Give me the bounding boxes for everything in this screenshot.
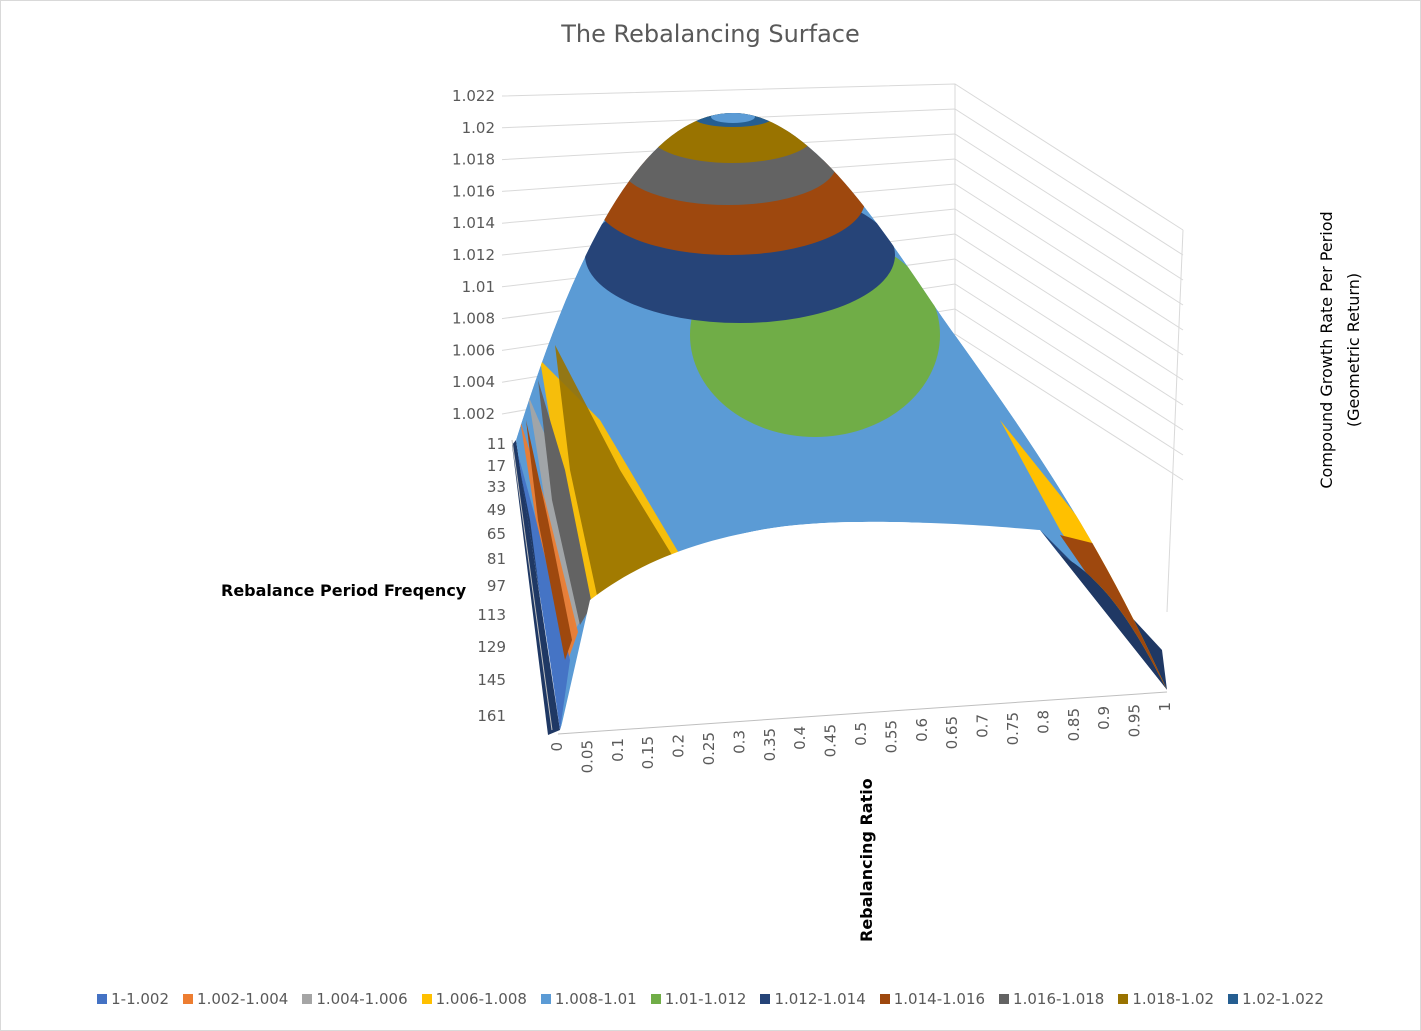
legend-item: 1.018-1.02 — [1118, 990, 1214, 1008]
surface-chart: 1.002 1.004 1.006 1.008 1.01 1.012 1.014 1.016 1… — [221, 83, 1363, 942]
legend-label: 1-1.002 — [111, 990, 170, 1008]
z-tick-label: 1.008 — [452, 310, 495, 328]
x-tick-label: 0.85 — [1065, 708, 1083, 741]
legend: 1-1.002 1.002-1.004 1.004-1.006 1.006-1.008… — [0, 990, 1421, 1008]
legend-item: 1-1.002 — [97, 990, 169, 1008]
legend-swatch — [999, 994, 1010, 1004]
legend-label: 1.01-1.012 — [664, 990, 747, 1008]
y-tick-label: 17 — [487, 457, 506, 475]
legend-item: 1.006-1.008 — [421, 990, 527, 1008]
y-tick-label: 11 — [487, 435, 506, 453]
legend-swatch — [97, 994, 108, 1004]
y-tick-label: 81 — [487, 550, 506, 568]
legend-item: 1.002-1.004 — [183, 990, 288, 1008]
legend-label: 1.008-1.01 — [554, 990, 637, 1008]
legend-label: 1.014-1.016 — [893, 990, 986, 1008]
x-tick-label: 0.6 — [913, 718, 931, 742]
legend-swatch — [302, 994, 313, 1004]
legend-item: 1.004-1.006 — [302, 990, 408, 1008]
legend-label: 1.002-1.004 — [197, 990, 289, 1008]
y-tick-label: 129 — [477, 638, 506, 656]
surface-band-left-rust — [526, 420, 572, 660]
y-tick-label: 113 — [477, 606, 506, 624]
x-axis-ticks: 0 0.05 0.1 0.15 0.2 0.25 0.3 0.35 0.4 0.45 0.5 0.55… — [548, 691, 1174, 773]
y-tick-label: 145 — [477, 671, 506, 689]
legend-item: 1.014-1.016 — [879, 990, 986, 1008]
x-tick-label: 0.4 — [791, 726, 809, 750]
legend-label: 1.02-1.022 — [1242, 990, 1324, 1008]
x-tick-label: 0.95 — [1126, 704, 1144, 737]
legend-item: 1.02-1.022 — [1228, 990, 1324, 1008]
x-tick-label: 0.65 — [943, 716, 961, 749]
legend-swatch — [540, 994, 551, 1004]
z-tick-label: 1.004 — [452, 373, 495, 391]
x-tick-label: 0.3 — [730, 730, 748, 754]
x-tick-label: 1 — [1156, 702, 1174, 712]
surface-peak-highlight — [711, 112, 755, 123]
z-axis-title: Compound Growth Rate Per Period (Geometr… — [1317, 211, 1363, 488]
surface-band-left-grey — [538, 380, 592, 625]
x-tick-label: 0.2 — [670, 734, 688, 758]
y-tick-label: 161 — [477, 707, 506, 725]
legend-item: 1.016-1.018 — [999, 990, 1104, 1008]
legend-swatch — [1228, 994, 1239, 1004]
y-tick-label: 97 — [487, 577, 506, 595]
x-tick-label: 0.15 — [639, 736, 657, 769]
legend-label: 1.006-1.008 — [435, 990, 527, 1008]
legend-item: 1.01-1.012 — [650, 990, 747, 1008]
z-axis-title-line-1: Compound Growth Rate Per Period — [1317, 211, 1336, 488]
x-tick-label: 0.5 — [852, 722, 870, 746]
legend-swatch — [650, 994, 661, 1004]
x-tick-label: 0.7 — [974, 714, 992, 738]
x-tick-label: 0.55 — [882, 720, 900, 753]
x-tick-label: 0.8 — [1034, 710, 1052, 734]
y-axis-ticks: 11 17 33 49 65 81 97 113 129 145 161 — [477, 435, 553, 731]
x-axis-title: Rebalancing Ratio — [857, 778, 876, 942]
x-tick-label: 0.05 — [578, 740, 596, 773]
y-axis-line — [511, 439, 553, 731]
x-tick-label: 0.1 — [609, 738, 627, 762]
legend-label: 1.004-1.006 — [316, 990, 408, 1008]
x-tick-label: 0.9 — [1095, 706, 1113, 730]
surface-band-left-gold — [555, 345, 672, 600]
legend-item: 1.008-1.01 — [540, 990, 637, 1008]
chart-title: The Rebalancing Surface — [561, 20, 860, 48]
y-tick-label: 65 — [487, 525, 506, 543]
z-tick-label: 1.016 — [452, 182, 495, 200]
y-axis-title: Rebalance Period Freqency — [221, 581, 467, 600]
legend-swatch — [1118, 994, 1129, 1004]
legend-label: 1.012-1.014 — [774, 990, 866, 1008]
legend-swatch — [879, 994, 890, 1004]
x-axis-line — [557, 691, 1168, 735]
x-tick-label: 0 — [548, 742, 566, 752]
z-tick-label: 1.02 — [462, 119, 495, 137]
y-tick-label: 33 — [487, 478, 506, 496]
z-tick-label: 1.006 — [452, 341, 495, 359]
z-tick-label: 1.01 — [462, 278, 495, 296]
legend-swatch — [421, 994, 432, 1004]
legend-label: 1.016-1.018 — [1013, 990, 1105, 1008]
z-tick-label: 1.014 — [452, 214, 495, 232]
z-axis-ticks: 1.002 1.004 1.006 1.008 1.01 1.012 1.014 1.016 1… — [452, 87, 495, 423]
z-tick-label: 1.022 — [452, 87, 495, 105]
legend-swatch — [760, 994, 771, 1004]
z-axis-title-line-2: (Geometric Return) — [1344, 273, 1363, 427]
legend-label: 1.018-1.02 — [1132, 990, 1215, 1008]
z-tick-label: 1.002 — [452, 405, 495, 423]
x-tick-label: 0.25 — [700, 732, 718, 765]
z-tick-label: 1.012 — [452, 246, 495, 264]
surface-front-face — [560, 522, 1167, 732]
x-tick-label: 0.75 — [1004, 712, 1022, 745]
legend-swatch — [183, 994, 194, 1004]
right-wall-edge — [1166, 229, 1184, 613]
z-tick-label: 1.018 — [452, 151, 495, 169]
x-tick-label: 0.45 — [822, 724, 840, 757]
legend-item: 1.012-1.014 — [760, 990, 866, 1008]
x-tick-label: 0.35 — [761, 728, 779, 761]
y-tick-label: 49 — [487, 501, 506, 519]
